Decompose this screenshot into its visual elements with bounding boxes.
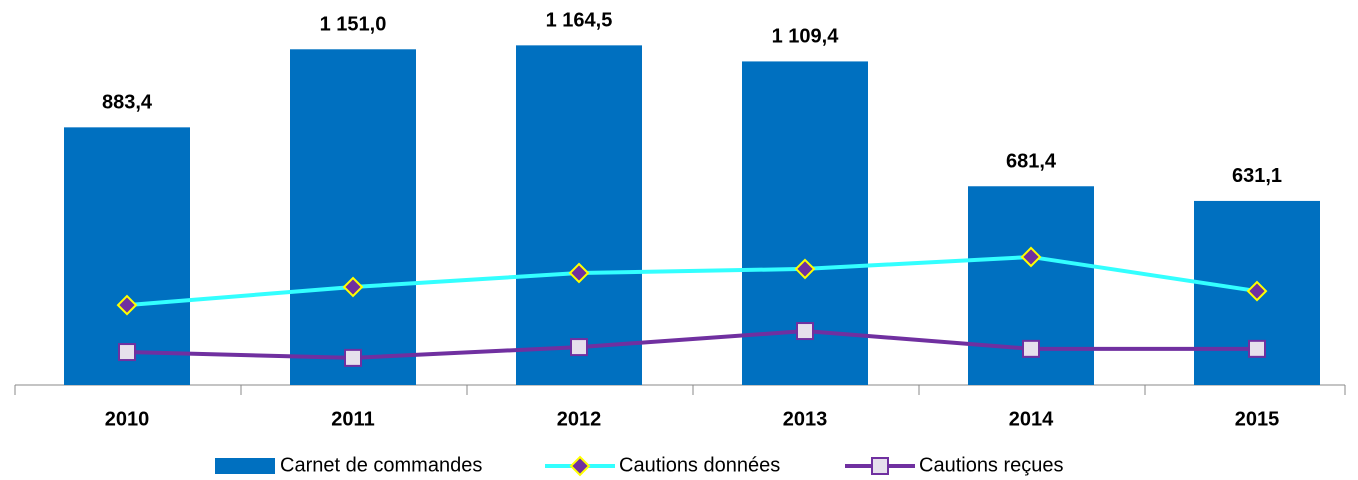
data-label: 1 164,5	[546, 10, 613, 32]
x-tick-label: 2011	[331, 408, 374, 430]
x-tick-label: 2014	[1009, 408, 1054, 430]
marker	[794, 258, 816, 280]
legend-swatch	[215, 458, 275, 474]
marker	[1248, 339, 1266, 358]
marker	[342, 276, 364, 298]
line	[126, 254, 1258, 308]
bar	[290, 49, 416, 386]
marker	[1022, 339, 1040, 358]
data-label: 631,1	[1232, 165, 1282, 187]
x-tick-label: 2012	[557, 408, 602, 430]
marker	[871, 457, 889, 475]
marker	[570, 338, 588, 357]
marker	[1020, 246, 1042, 268]
data-label: 1 109,4	[772, 26, 840, 48]
marker	[568, 262, 590, 284]
legend-label: Carnet de commandes	[280, 454, 482, 476]
data-label: 681,4	[1006, 151, 1057, 173]
data-label: 1 151,0	[320, 14, 387, 36]
data-label: 883,4	[102, 92, 153, 114]
x-tick-label: 2010	[105, 408, 150, 430]
marker	[1246, 280, 1268, 302]
bar	[64, 127, 190, 385]
marker	[344, 348, 362, 367]
x-tick-label: 2013	[783, 408, 828, 430]
legend-label: Cautions reçues	[919, 454, 1064, 476]
marker	[569, 455, 591, 477]
x-tick-label: 2015	[1235, 408, 1280, 430]
legend-label: Cautions données	[619, 454, 780, 476]
marker	[796, 322, 814, 341]
bar	[516, 45, 642, 386]
marker	[116, 294, 138, 316]
marker	[118, 343, 136, 362]
line	[126, 329, 1257, 360]
